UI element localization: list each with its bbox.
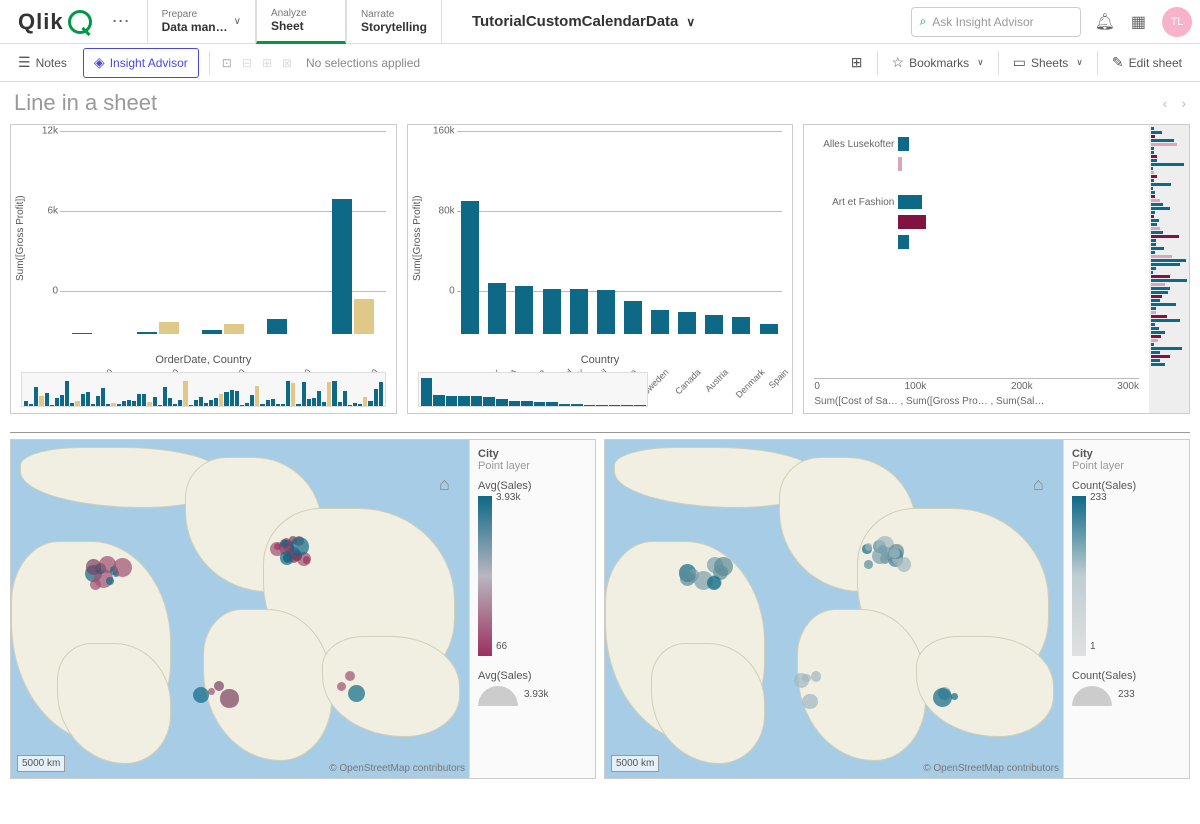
tab-prepare-small: Prepare bbox=[162, 9, 228, 20]
no-selections-text: No selections applied bbox=[306, 56, 420, 70]
map1[interactable]: 5000 km© OpenStreetMap contributors bbox=[11, 440, 469, 778]
selection-forward-icon[interactable]: ⊞ bbox=[262, 56, 272, 70]
chart1-xlabel: OrderDate, Country bbox=[11, 352, 396, 368]
tab-prepare-big: Data man… bbox=[162, 20, 228, 34]
topbar: Qlik ⋯ Prepare Data man… ∨ Analyze Sheet… bbox=[0, 0, 1200, 44]
map-count-sales[interactable]: 5000 km© OpenStreetMap contributors ⌂ Ci… bbox=[604, 439, 1190, 779]
top-icons: 🔔︎ ▦ TL bbox=[1095, 7, 1192, 37]
nav-tabs: Prepare Data man… ∨ Analyze Sheet Narrat… bbox=[147, 0, 442, 44]
logo[interactable]: Qlik bbox=[8, 9, 102, 35]
search-input[interactable]: ⌕ Ask Insight Advisor bbox=[911, 7, 1081, 37]
arc-icon bbox=[1072, 686, 1112, 706]
tab-narrate-small: Narrate bbox=[361, 9, 427, 20]
clear-selection-icon[interactable]: ⊠ bbox=[282, 56, 292, 70]
chart3-xticks: 0100k200k300k bbox=[804, 379, 1149, 394]
map-avg-sales[interactable]: 5000 km© OpenStreetMap contributors ⌂ Ci… bbox=[10, 439, 596, 779]
logo-q-icon bbox=[68, 10, 92, 34]
next-sheet-icon[interactable]: › bbox=[1181, 95, 1186, 111]
chart3-legend: Sum([Cost of Sa… , Sum([Gross Pro… , Sum… bbox=[804, 394, 1149, 413]
map2-title: City bbox=[1072, 448, 1181, 460]
map2-legend: City Point layer Count(Sales) 233 1 Coun… bbox=[1063, 440, 1189, 778]
map2-footer: Count(Sales) bbox=[1072, 670, 1181, 682]
tab-narrate[interactable]: Narrate Storytelling bbox=[346, 0, 442, 44]
map1-title: City bbox=[478, 448, 587, 460]
app-title[interactable]: TutorialCustomCalendarData ∨ bbox=[472, 13, 695, 30]
chart-horizontal[interactable]: Alles LusekofterArt et Fashion 0100k200k… bbox=[803, 124, 1190, 414]
map1-measure: Avg(Sales) bbox=[478, 480, 587, 492]
home-icon[interactable]: ⌂ bbox=[1033, 474, 1053, 494]
map2-sub: Point layer bbox=[1072, 460, 1181, 472]
chevron-down-icon: ∨ bbox=[1076, 57, 1083, 68]
chart1-ylabel: Sum([Gross Profit]) bbox=[11, 125, 30, 352]
tab-prepare[interactable]: Prepare Data man… ∨ bbox=[147, 0, 256, 44]
search-icon: ⌕ bbox=[920, 14, 927, 29]
app-title-text: TutorialCustomCalendarData bbox=[472, 13, 678, 30]
chart2-xlabel: Country bbox=[408, 352, 793, 368]
chevron-down-icon[interactable]: ∨ bbox=[234, 16, 241, 27]
kebab-menu[interactable]: ⋯ bbox=[102, 11, 141, 32]
eye-icon: ◈ bbox=[94, 54, 105, 71]
tab-narrate-big: Storytelling bbox=[361, 20, 427, 34]
tab-analyze-small: Analyze bbox=[271, 8, 331, 19]
chart3-plot: Alles LusekofterArt et Fashion bbox=[804, 125, 1149, 378]
chart2-minimap[interactable] bbox=[418, 372, 649, 407]
assets-icon: ⊞ bbox=[851, 54, 863, 71]
arc-icon bbox=[478, 686, 518, 706]
chart3-side-histogram[interactable] bbox=[1149, 125, 1189, 413]
tab-analyze[interactable]: Analyze Sheet bbox=[256, 0, 346, 44]
bookmark-icon: ☆ bbox=[892, 54, 905, 71]
avatar[interactable]: TL bbox=[1162, 7, 1192, 37]
notes-button[interactable]: ☰Notes bbox=[8, 48, 77, 78]
prev-sheet-icon[interactable]: ‹ bbox=[1163, 95, 1168, 111]
search-placeholder: Ask Insight Advisor bbox=[932, 15, 1033, 29]
grid-icon[interactable]: ▦ bbox=[1131, 12, 1146, 32]
divider bbox=[10, 432, 1190, 433]
chevron-down-icon: ∨ bbox=[686, 15, 695, 29]
map1-footer: Avg(Sales) bbox=[478, 670, 587, 682]
chart2-ylabel: Sum([Gross Profit]) bbox=[408, 125, 427, 352]
map-row: 5000 km© OpenStreetMap contributors ⌂ Ci… bbox=[0, 439, 1200, 779]
toolbar: ☰Notes ◈Insight Advisor ⊡ ⊟ ⊞ ⊠ No selec… bbox=[0, 44, 1200, 82]
smart-search-icon[interactable]: ⊡ bbox=[222, 56, 232, 70]
map2[interactable]: 5000 km© OpenStreetMap contributors bbox=[605, 440, 1063, 778]
gradient-icon bbox=[478, 496, 492, 656]
home-icon[interactable]: ⌂ bbox=[439, 474, 459, 494]
sheets-icon: ▭ bbox=[1013, 54, 1026, 71]
chart2-plot: 160k80k0GermanyUSAFranceIrelandUKBrazilM… bbox=[427, 125, 793, 352]
chart-row-1: Sum([Gross Profit]) 12k6k04/9/20204/10/2… bbox=[10, 124, 1190, 414]
chart-orderdate-country[interactable]: Sum([Gross Profit]) 12k6k04/9/20204/10/2… bbox=[10, 124, 397, 414]
chart1-minimap[interactable] bbox=[21, 372, 386, 407]
edit-sheet-button[interactable]: ✎Edit sheet bbox=[1102, 48, 1192, 78]
chevron-down-icon: ∨ bbox=[977, 57, 984, 68]
bookmarks-button[interactable]: ☆Bookmarks∨ bbox=[882, 48, 994, 78]
page-title-row: Line in a sheet ‹ › bbox=[0, 82, 1200, 124]
pencil-icon: ✎ bbox=[1112, 54, 1124, 71]
page-nav: ‹ › bbox=[1163, 95, 1186, 111]
notes-icon: ☰ bbox=[18, 54, 31, 71]
map1-sub: Point layer bbox=[478, 460, 587, 472]
bell-icon[interactable]: 🔔︎ bbox=[1095, 12, 1115, 32]
chart1-plot: 12k6k04/9/20204/10/20204/11/20204/12/202… bbox=[30, 125, 396, 352]
selection-tools: ⊡ ⊟ ⊞ ⊠ bbox=[214, 56, 300, 70]
page-title: Line in a sheet bbox=[14, 90, 157, 116]
gradient-icon bbox=[1072, 496, 1086, 656]
insight-advisor-button[interactable]: ◈Insight Advisor bbox=[83, 48, 199, 78]
assets-button[interactable]: ⊞ bbox=[841, 48, 873, 78]
map2-measure: Count(Sales) bbox=[1072, 480, 1181, 492]
selection-back-icon[interactable]: ⊟ bbox=[242, 56, 252, 70]
chart-country[interactable]: Sum([Gross Profit]) 160k80k0GermanyUSAFr… bbox=[407, 124, 794, 414]
sheets-button[interactable]: ▭Sheets∨ bbox=[1003, 48, 1093, 78]
map1-legend: City Point layer Avg(Sales) 3.93k 66 Avg… bbox=[469, 440, 595, 778]
tab-analyze-big: Sheet bbox=[271, 19, 331, 33]
